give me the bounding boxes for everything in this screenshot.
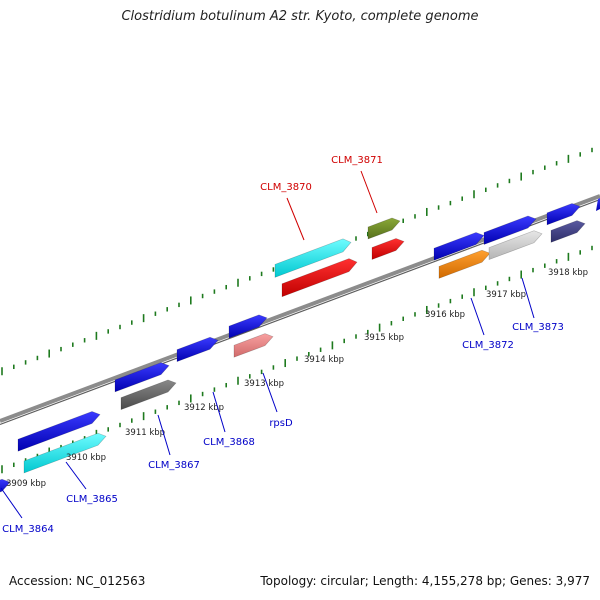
leader-line [0, 487, 23, 519]
gene-arrow[interactable] [488, 230, 543, 261]
gene-arrow[interactable] [281, 258, 358, 298]
gene-label[interactable]: CLM_3872 [462, 340, 514, 351]
gene-arrow[interactable] [233, 333, 274, 358]
ruler-label: 3913 kbp [244, 379, 284, 389]
ruler-label: 3915 kbp [364, 333, 404, 343]
ruler-label: 3912 kbp [184, 403, 224, 413]
ruler-label: 3917 kbp [486, 290, 526, 300]
leader-line [521, 277, 535, 319]
gene-label[interactable]: CLM_3865 [66, 494, 118, 505]
gene-arrow[interactable] [120, 379, 177, 411]
ruler-label: 3909 kbp [6, 479, 46, 489]
gene-label[interactable]: CLM_3873 [512, 322, 564, 333]
gene-label[interactable]: CLM_3864 [2, 524, 54, 535]
gene-arrow[interactable] [483, 215, 537, 245]
gene-arrow[interactable] [367, 217, 401, 240]
map-title: Clostridium botulinum A2 str. Kyoto, com… [121, 9, 479, 24]
gene-arrow[interactable] [546, 203, 581, 226]
leader-line [470, 297, 485, 336]
ruler-label: 3910 kbp [66, 453, 106, 463]
gene-arrow[interactable] [114, 362, 170, 393]
gene-arrow[interactable] [176, 336, 219, 363]
leader-line [65, 461, 87, 490]
gene-arrow[interactable] [23, 432, 107, 474]
accession-text: Accession: NC_012563 [9, 574, 146, 588]
gene-arrow[interactable] [550, 220, 586, 243]
ruler-label: 3911 kbp [125, 428, 165, 438]
gene-label[interactable]: CLM_3867 [148, 460, 200, 471]
gene-arrow[interactable] [274, 238, 352, 278]
leader-line [286, 197, 305, 241]
leader-line [262, 372, 278, 413]
leader-line [212, 391, 226, 433]
gene-label[interactable]: CLM_3868 [203, 437, 255, 448]
genome-stats-text: Topology: circular; Length: 4,155,278 bp… [260, 574, 590, 588]
gene-arrow[interactable] [596, 198, 600, 211]
gene-arrow[interactable] [433, 232, 485, 261]
ruler-label: 3916 kbp [425, 310, 465, 320]
ruler-label: 3914 kbp [304, 355, 344, 365]
leader-line [157, 414, 171, 456]
gene-arrow[interactable] [438, 249, 491, 279]
gene-label[interactable]: CLM_3871 [331, 155, 383, 166]
gene-arrow[interactable] [0, 478, 11, 496]
gene-label[interactable]: rpsD [269, 418, 293, 429]
gene-label[interactable]: CLM_3870 [260, 182, 312, 193]
leader-line [360, 170, 378, 214]
gene-arrow[interactable] [371, 238, 405, 260]
ruler-label: 3918 kbp [548, 268, 588, 278]
gene-arrow[interactable] [17, 411, 101, 452]
gene-arrow[interactable] [228, 314, 268, 339]
